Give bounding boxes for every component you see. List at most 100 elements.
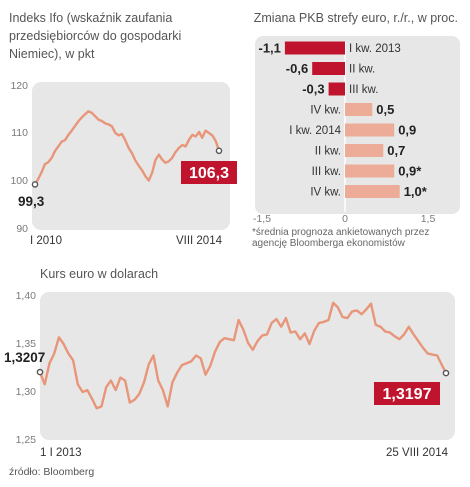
eurusd-point — [432, 354, 433, 355]
eurusd-point — [375, 324, 376, 325]
gdp-value-label: -0,6 — [286, 61, 308, 76]
eurusd-point — [115, 390, 116, 391]
ifo-point — [121, 133, 122, 134]
gdp-category-label: I kw. 2013 — [349, 43, 401, 55]
ifo-line — [33, 110, 221, 186]
ifo-point — [58, 146, 59, 147]
ifo-point — [205, 130, 206, 131]
ifo-y-tick-110: 110 — [11, 127, 28, 139]
eurusd-y-tick-140: 1,40 — [16, 290, 37, 302]
eurusd-point — [389, 332, 390, 333]
eurusd-point — [214, 351, 215, 352]
eurusd-point — [337, 307, 338, 308]
eurusd-point — [276, 318, 277, 319]
eurusd-point — [361, 314, 362, 315]
ifo-point — [91, 112, 92, 113]
eurusd-point — [49, 363, 50, 364]
eurusd-point — [333, 302, 334, 303]
eurusd-point — [195, 355, 196, 356]
eurusd-point — [172, 382, 173, 383]
eurusd-y-tick-130: 1,30 — [16, 386, 37, 398]
eurusd-point — [233, 340, 234, 341]
eurusd-point — [82, 391, 83, 392]
ifo-point — [161, 159, 162, 160]
eurusd-point — [342, 317, 343, 318]
gdp-category-label: IV kw. — [310, 105, 341, 117]
gdp-value-label: 0,7 — [387, 143, 405, 158]
ifo-point — [168, 161, 169, 162]
ifo-point — [95, 116, 96, 117]
gdp-bar — [345, 103, 373, 116]
eurusd-point — [418, 341, 419, 342]
eurusd-point — [101, 406, 102, 407]
eurusd-point — [285, 318, 286, 319]
ifo-point — [178, 147, 179, 148]
eurusd-point — [205, 374, 206, 375]
ifo-point — [142, 170, 143, 171]
ifo-end-marker — [215, 147, 223, 155]
eurusd-point — [139, 393, 140, 394]
eurusd-point — [243, 329, 244, 330]
gdp-value-label: 0,9 — [398, 123, 416, 138]
ifo-point — [202, 137, 203, 138]
ifo-point — [155, 159, 156, 160]
eurusd-point — [380, 326, 381, 327]
ifo-point — [172, 157, 173, 158]
eurusd-point — [177, 372, 178, 373]
eurusd-point — [347, 318, 348, 319]
eurusd-point — [370, 303, 371, 304]
ifo-point — [152, 172, 153, 173]
ifo-start-label: 99,3 — [18, 194, 45, 209]
ifo-point — [78, 120, 79, 121]
ifo-point — [118, 135, 119, 136]
eurusd-point — [314, 330, 315, 331]
eurusd-point — [441, 365, 442, 366]
eurusd-point — [304, 333, 305, 334]
eurusd-x-label-start: 1 I 2013 — [40, 447, 82, 459]
eurusd-point — [129, 402, 130, 403]
ifo-point — [111, 126, 112, 127]
ifo-point — [125, 140, 126, 141]
eurusd-point — [219, 342, 220, 343]
ifo-title-line-3: Niemiec), w pkt — [9, 47, 95, 61]
eurusd-point — [96, 408, 97, 409]
gdp-bar — [312, 62, 345, 75]
eurusd-point — [366, 309, 367, 310]
ifo-point — [38, 178, 39, 179]
ifo-point — [71, 130, 72, 131]
eurusd-point — [404, 334, 405, 335]
ifo-point — [48, 162, 49, 163]
ifo-plot-area — [32, 82, 230, 230]
eurusd-point — [394, 336, 395, 337]
eurusd-point — [210, 366, 211, 367]
eurusd-start-label: 1,3207 — [4, 350, 45, 365]
eurusd-point — [191, 361, 192, 362]
eurusd-point — [271, 322, 272, 323]
eurusd-point — [110, 380, 111, 381]
eurusd-point — [77, 384, 78, 385]
ifo-point — [188, 139, 189, 140]
ifo-y-tick-90: 90 — [16, 223, 28, 235]
eurusd-point — [162, 390, 163, 391]
eurusd-point — [186, 363, 187, 364]
gdp-bar — [345, 164, 395, 178]
eurusd-point — [125, 380, 126, 381]
eurusd-point — [266, 334, 267, 335]
eurusd-point — [73, 360, 74, 361]
eurusd-point — [238, 319, 239, 320]
gdp-x-tick-max: 1,5 — [421, 213, 436, 225]
eurusd-end-box — [374, 382, 440, 405]
ifo-end-label: 106,3 — [189, 165, 229, 182]
ifo-point — [54, 151, 55, 152]
ifo-point — [128, 147, 129, 148]
eurusd-point — [309, 343, 310, 344]
eurusd-point — [181, 365, 182, 366]
eurusd-point — [437, 355, 438, 356]
gdp-chart: Zmiana PKB strefy euro, r./r., w proc. -… — [252, 11, 460, 249]
eurusd-point — [87, 390, 88, 391]
eurusd-point — [427, 353, 428, 354]
gdp-bar — [284, 41, 345, 55]
eurusd-point — [200, 358, 201, 359]
eurusd-x-label-end: 25 VIII 2014 — [386, 447, 449, 459]
